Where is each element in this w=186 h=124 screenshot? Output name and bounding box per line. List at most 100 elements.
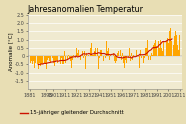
Bar <box>95 48 96 56</box>
Bar <box>145 48 146 56</box>
Bar <box>131 53 132 56</box>
Bar <box>78 50 79 56</box>
Bar <box>168 43 169 56</box>
Bar <box>113 53 114 56</box>
Bar <box>37 56 38 64</box>
Bar <box>63 56 64 64</box>
Bar <box>100 50 101 56</box>
Bar <box>99 56 100 58</box>
Bar <box>60 56 61 64</box>
Bar <box>136 50 137 56</box>
Bar <box>177 45 178 56</box>
Bar <box>123 56 124 63</box>
Bar <box>129 48 130 56</box>
Bar <box>75 56 76 58</box>
Bar <box>176 35 177 56</box>
Bar <box>139 56 140 68</box>
Bar <box>161 48 162 56</box>
Bar <box>73 55 74 56</box>
Bar <box>46 56 47 69</box>
Bar <box>124 56 125 68</box>
Bar <box>67 56 68 60</box>
Bar <box>110 55 111 56</box>
Bar <box>38 56 39 69</box>
Bar <box>40 56 41 66</box>
Bar <box>137 55 138 56</box>
Bar <box>115 56 116 63</box>
Bar <box>158 41 159 56</box>
Bar <box>54 56 55 66</box>
Bar <box>42 56 43 64</box>
Bar <box>61 56 62 58</box>
Bar <box>175 31 176 56</box>
Bar <box>83 56 84 58</box>
Bar <box>159 48 160 56</box>
Bar <box>117 53 118 56</box>
Bar <box>116 56 117 61</box>
Bar <box>144 56 145 58</box>
Bar <box>50 56 52 63</box>
Bar <box>166 41 167 56</box>
Bar <box>153 45 154 56</box>
Bar <box>32 56 33 64</box>
Bar <box>154 43 155 56</box>
Bar <box>47 56 48 60</box>
Bar <box>72 56 73 60</box>
Bar <box>62 56 63 64</box>
Bar <box>108 48 109 56</box>
Bar <box>148 56 149 60</box>
Bar <box>56 56 57 60</box>
Bar <box>59 56 60 58</box>
Bar <box>114 56 115 61</box>
Bar <box>81 51 83 56</box>
Bar <box>93 55 94 56</box>
Bar <box>92 55 93 56</box>
Bar <box>53 56 54 63</box>
Bar <box>91 43 92 56</box>
Bar <box>86 53 87 56</box>
Bar <box>48 56 49 58</box>
Bar <box>143 56 144 63</box>
Bar <box>101 50 102 56</box>
Bar <box>152 55 153 56</box>
Bar <box>122 53 123 56</box>
Bar <box>33 56 34 61</box>
Bar <box>31 56 32 61</box>
Bar <box>52 56 53 58</box>
Bar <box>164 43 166 56</box>
Y-axis label: Anomalie [°C]: Anomalie [°C] <box>9 33 14 71</box>
Bar <box>125 56 126 60</box>
Bar <box>71 56 72 68</box>
Bar <box>121 56 122 60</box>
Bar <box>94 51 95 56</box>
Bar <box>45 56 46 64</box>
Bar <box>130 56 131 61</box>
Bar <box>85 56 86 69</box>
Bar <box>84 51 85 56</box>
Bar <box>41 56 42 64</box>
Bar <box>167 38 168 56</box>
Bar <box>173 45 174 56</box>
Bar <box>155 40 156 56</box>
Bar <box>77 53 78 56</box>
Bar <box>140 50 141 56</box>
Legend: 15-jähriger gleitender Durchschnitt: 15-jähriger gleitender Durchschnitt <box>18 108 126 118</box>
Bar <box>163 41 164 56</box>
Bar <box>146 48 147 56</box>
Bar <box>30 56 31 63</box>
Bar <box>57 56 58 63</box>
Bar <box>106 41 107 56</box>
Bar <box>170 28 171 56</box>
Bar <box>105 56 106 58</box>
Bar <box>109 56 110 60</box>
Bar <box>128 56 129 58</box>
Bar <box>118 51 119 56</box>
Bar <box>55 56 56 61</box>
Bar <box>126 56 127 63</box>
Bar <box>171 41 172 56</box>
Bar <box>133 55 134 56</box>
Bar <box>98 56 99 69</box>
Bar <box>178 50 179 56</box>
Bar <box>179 35 180 56</box>
Bar <box>147 40 148 56</box>
